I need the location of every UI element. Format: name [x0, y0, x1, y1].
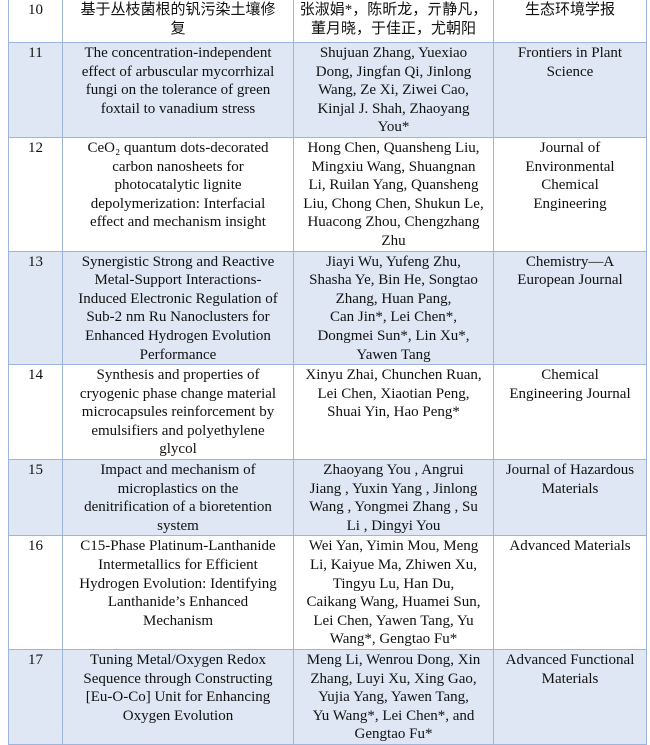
table-row: 12 CeO₂ quantum dots-decorated carbon nan… [8, 136, 647, 252]
paper-authors-cell: Wei Yan, Yimin Mou, Meng Li, Kaiyue Ma, … [293, 535, 494, 650]
row-number-cell: 16 [8, 535, 63, 650]
row-number-cell: 12 [8, 136, 63, 252]
paper-title-cell: The concentration-independent effect of … [62, 42, 294, 138]
table-row: 10 基于丛枝菌根的钒污染土壤修 复张淑娟*，陈昕龙，亓静凡， 董月晓，于佳正，尤… [8, 0, 647, 43]
row-number-cell: 15 [8, 459, 63, 537]
publications-table: 10 基于丛枝菌根的钒污染土壤修 复张淑娟*，陈昕龙，亓静凡， 董月晓，于佳正，尤… [8, 0, 647, 745]
journal-name-cell: Frontiers in Plant Science [493, 42, 647, 138]
journal-name-cell: Advanced Functional Materials [493, 649, 647, 745]
journal-name-cell: 生态环境学报 [493, 0, 647, 43]
journal-name-cell: Chemical Engineering Journal [493, 364, 647, 461]
paper-title-cell: CeO₂ quantum dots-decorated carbon nanos… [62, 136, 294, 252]
row-number-cell: 11 [8, 42, 63, 138]
table-row: 11 The concentration-independent effect o… [8, 42, 647, 138]
paper-title-cell: Synergistic Strong and Reactive Metal-Su… [62, 250, 294, 366]
journal-name-cell: Advanced Materials [493, 535, 647, 650]
paper-title-cell: Synthesis and properties of cryogenic ph… [62, 364, 294, 461]
table-row: 16 C15-Phase Platinum-Lanthanide Intermet… [8, 535, 647, 650]
table-row: 15 Impact and mechanism of microplastics … [8, 459, 647, 537]
table-row: 14 Synthesis and properties of cryogenic … [8, 364, 647, 461]
table-row: 17 Tuning Metal/Oxygen Redox Sequence thr… [8, 649, 647, 745]
row-number-cell: 10 [8, 0, 63, 43]
row-number-cell: 17 [8, 649, 63, 745]
table-row: 13 Synergistic Strong and Reactive Metal-… [8, 250, 647, 366]
paper-title-cell: Tuning Metal/Oxygen Redox Sequence throu… [62, 649, 294, 745]
paper-title-cell: 基于丛枝菌根的钒污染土壤修 复 [62, 0, 294, 43]
paper-title-cell: C15-Phase Platinum-Lanthanide Intermetal… [62, 535, 294, 650]
paper-authors-cell: Hong Chen, Quansheng Liu, Mingxiu Wang, … [293, 136, 494, 252]
paper-title-cell: Impact and mechanism of microplastics on… [62, 459, 294, 537]
journal-name-cell: Journal of Environmental Chemical Engine… [493, 136, 647, 252]
journal-name-cell: Journal of Hazardous Materials [493, 459, 647, 537]
paper-authors-cell: 张淑娟*，陈昕龙，亓静凡， 董月晓，于佳正，尤朝阳 [293, 0, 494, 43]
paper-authors-cell: Xinyu Zhai, Chunchen Ruan, Lei Chen, Xia… [293, 364, 494, 461]
paper-authors-cell: Jiayi Wu, Yufeng Zhu, Shasha Ye, Bin He,… [293, 250, 494, 366]
journal-name-cell: Chemistry—A European Journal [493, 250, 647, 366]
row-number-cell: 13 [8, 250, 63, 366]
paper-authors-cell: Meng Li, Wenrou Dong, Xin Zhang, Luyi Xu… [293, 649, 494, 745]
paper-authors-cell: Shujuan Zhang, Yuexiao Dong, Jingfan Qi,… [293, 42, 494, 138]
row-number-cell: 14 [8, 364, 63, 461]
paper-authors-cell: Zhaoyang You , Angrui Jiang , Yuxin Yang… [293, 459, 494, 537]
